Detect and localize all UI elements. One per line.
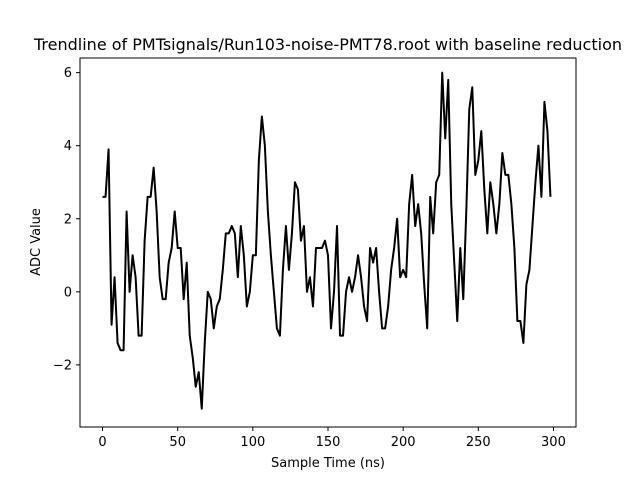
- x-tick-label: 250: [466, 435, 491, 450]
- y-tick-label: 2: [64, 212, 72, 227]
- y-axis-label: ADC Value: [29, 208, 44, 276]
- y-tick-label: 0: [64, 285, 72, 300]
- x-tick-label: 0: [98, 435, 106, 450]
- plot-frame: [79, 57, 577, 428]
- x-axis-label: Sample Time (ns): [271, 456, 385, 471]
- x-tick-label: 150: [316, 435, 341, 450]
- y-tick-label: −2: [53, 358, 72, 373]
- y-tick-label: 4: [64, 139, 72, 154]
- y-tick-label: 6: [64, 66, 72, 81]
- x-axis: 0 50 100 150 200 250 300: [98, 427, 566, 450]
- series-line: [102, 71, 552, 410]
- x-tick-label: 200: [391, 435, 416, 450]
- x-tick-label: 300: [541, 435, 566, 450]
- y-axis: −2 0 2 4 6: [53, 66, 80, 373]
- x-tick-label: 100: [240, 435, 265, 450]
- x-tick-label: 50: [169, 435, 186, 450]
- plot-area: [79, 57, 577, 428]
- chart-title: Trendline of PMTsignals/Run103-noise-PMT…: [33, 35, 622, 54]
